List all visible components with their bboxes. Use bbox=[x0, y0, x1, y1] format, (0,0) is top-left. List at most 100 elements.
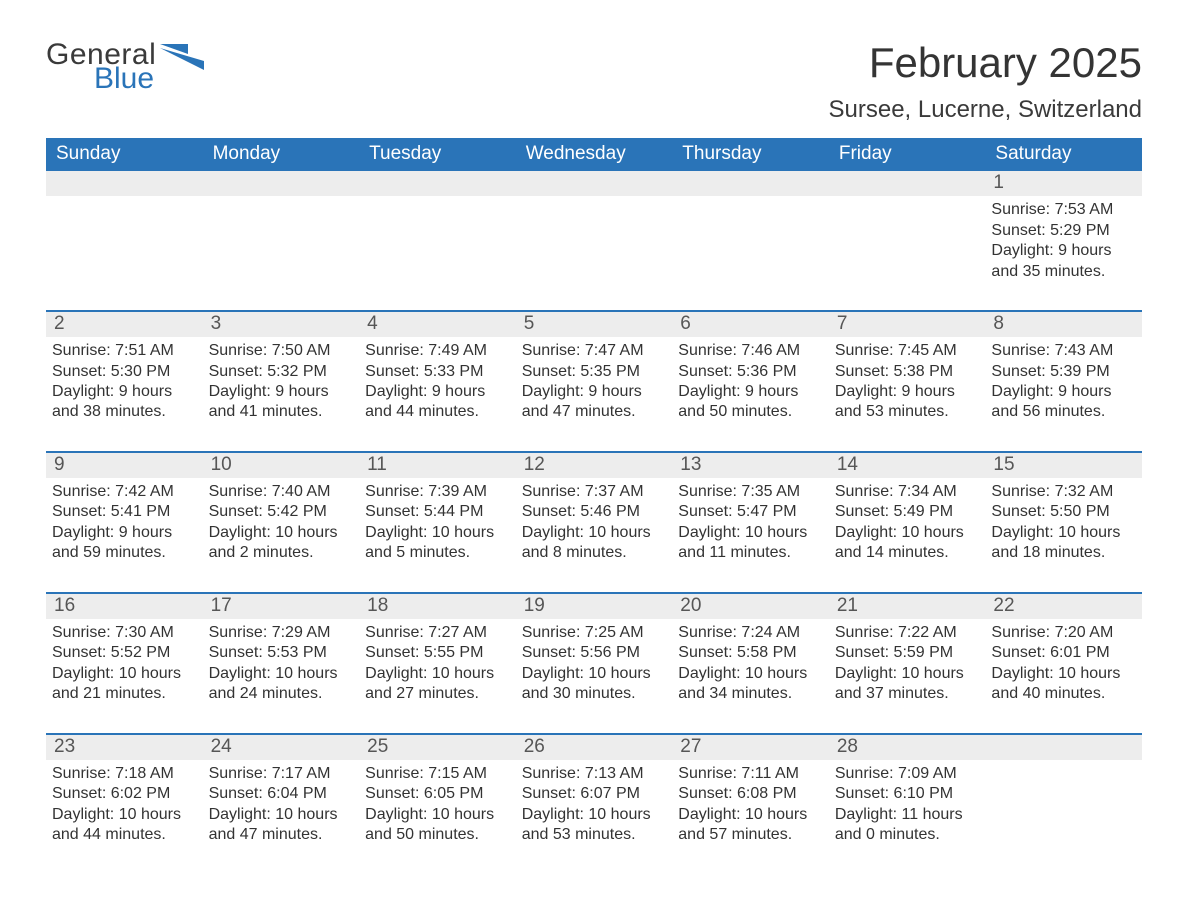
daylight-text: Daylight: 10 hours and 18 minutes. bbox=[991, 523, 1134, 564]
sunrise-text: Sunrise: 7:37 AM bbox=[522, 482, 665, 502]
month-title: February 2025 bbox=[829, 40, 1143, 86]
sunrise-text: Sunrise: 7:35 AM bbox=[678, 482, 821, 502]
daylight-text: Daylight: 9 hours and 59 minutes. bbox=[52, 523, 195, 564]
day-number: 25 bbox=[359, 735, 516, 760]
sunset-text: Sunset: 6:02 PM bbox=[52, 784, 195, 804]
day-cell: Sunrise: 7:39 AMSunset: 5:44 PMDaylight:… bbox=[359, 478, 516, 592]
day-number: 18 bbox=[359, 594, 516, 619]
day-cell bbox=[46, 196, 203, 310]
sunset-text: Sunset: 5:35 PM bbox=[522, 362, 665, 382]
col-sunday: Sunday bbox=[46, 138, 203, 171]
daylight-text: Daylight: 9 hours and 35 minutes. bbox=[991, 241, 1134, 282]
day-number-band: 16171819202122 bbox=[46, 594, 1142, 619]
sunset-text: Sunset: 5:36 PM bbox=[678, 362, 821, 382]
day-cell: Sunrise: 7:37 AMSunset: 5:46 PMDaylight:… bbox=[516, 478, 673, 592]
day-number: 9 bbox=[46, 453, 203, 478]
sunset-text: Sunset: 5:50 PM bbox=[991, 502, 1134, 522]
day-number bbox=[672, 171, 829, 196]
day-cell: Sunrise: 7:29 AMSunset: 5:53 PMDaylight:… bbox=[203, 619, 360, 733]
day-number: 17 bbox=[203, 594, 360, 619]
sunset-text: Sunset: 6:04 PM bbox=[209, 784, 352, 804]
week-row: 1Sunrise: 7:53 AMSunset: 5:29 PMDaylight… bbox=[46, 171, 1142, 310]
day-cell: Sunrise: 7:11 AMSunset: 6:08 PMDaylight:… bbox=[672, 760, 829, 874]
sunrise-text: Sunrise: 7:50 AM bbox=[209, 341, 352, 361]
daylight-text: Daylight: 10 hours and 44 minutes. bbox=[52, 805, 195, 846]
daylight-text: Daylight: 10 hours and 5 minutes. bbox=[365, 523, 508, 564]
day-cell: Sunrise: 7:25 AMSunset: 5:56 PMDaylight:… bbox=[516, 619, 673, 733]
sunset-text: Sunset: 5:33 PM bbox=[365, 362, 508, 382]
details-row: Sunrise: 7:42 AMSunset: 5:41 PMDaylight:… bbox=[46, 478, 1142, 592]
day-cell: Sunrise: 7:30 AMSunset: 5:52 PMDaylight:… bbox=[46, 619, 203, 733]
day-number: 13 bbox=[672, 453, 829, 478]
daylight-text: Daylight: 9 hours and 47 minutes. bbox=[522, 382, 665, 423]
sunset-text: Sunset: 6:01 PM bbox=[991, 643, 1134, 663]
col-thursday: Thursday bbox=[672, 138, 829, 171]
day-number: 14 bbox=[829, 453, 986, 478]
day-number: 21 bbox=[829, 594, 986, 619]
sunrise-text: Sunrise: 7:49 AM bbox=[365, 341, 508, 361]
logo-text: General Blue bbox=[46, 40, 156, 94]
sunrise-text: Sunrise: 7:39 AM bbox=[365, 482, 508, 502]
daylight-text: Daylight: 10 hours and 14 minutes. bbox=[835, 523, 978, 564]
sunset-text: Sunset: 5:47 PM bbox=[678, 502, 821, 522]
day-cell: Sunrise: 7:45 AMSunset: 5:38 PMDaylight:… bbox=[829, 337, 986, 451]
day-cell: Sunrise: 7:42 AMSunset: 5:41 PMDaylight:… bbox=[46, 478, 203, 592]
daylight-text: Daylight: 10 hours and 47 minutes. bbox=[209, 805, 352, 846]
day-cell: Sunrise: 7:32 AMSunset: 5:50 PMDaylight:… bbox=[985, 478, 1142, 592]
day-number: 6 bbox=[672, 312, 829, 337]
daylight-text: Daylight: 9 hours and 44 minutes. bbox=[365, 382, 508, 423]
sunset-text: Sunset: 5:41 PM bbox=[52, 502, 195, 522]
sunset-text: Sunset: 5:49 PM bbox=[835, 502, 978, 522]
daylight-text: Daylight: 10 hours and 8 minutes. bbox=[522, 523, 665, 564]
day-number: 24 bbox=[203, 735, 360, 760]
day-number bbox=[203, 171, 360, 196]
day-cell: Sunrise: 7:46 AMSunset: 5:36 PMDaylight:… bbox=[672, 337, 829, 451]
sunset-text: Sunset: 5:29 PM bbox=[991, 221, 1134, 241]
daylight-text: Daylight: 10 hours and 50 minutes. bbox=[365, 805, 508, 846]
sunrise-text: Sunrise: 7:11 AM bbox=[678, 764, 821, 784]
sunset-text: Sunset: 5:53 PM bbox=[209, 643, 352, 663]
sunrise-text: Sunrise: 7:43 AM bbox=[991, 341, 1134, 361]
sunrise-text: Sunrise: 7:32 AM bbox=[991, 482, 1134, 502]
day-number: 1 bbox=[985, 171, 1142, 196]
logo-word-blue: Blue bbox=[94, 64, 156, 94]
day-number-band: 1 bbox=[46, 171, 1142, 196]
sunset-text: Sunset: 6:05 PM bbox=[365, 784, 508, 804]
sunrise-text: Sunrise: 7:51 AM bbox=[52, 341, 195, 361]
sunset-text: Sunset: 6:08 PM bbox=[678, 784, 821, 804]
flag-icon bbox=[160, 44, 204, 70]
day-number-band: 9101112131415 bbox=[46, 453, 1142, 478]
day-number: 26 bbox=[516, 735, 673, 760]
daylight-text: Daylight: 9 hours and 38 minutes. bbox=[52, 382, 195, 423]
day-number-band: 232425262728 bbox=[46, 735, 1142, 760]
sunset-text: Sunset: 5:38 PM bbox=[835, 362, 978, 382]
day-cell: Sunrise: 7:34 AMSunset: 5:49 PMDaylight:… bbox=[829, 478, 986, 592]
day-number: 12 bbox=[516, 453, 673, 478]
sunset-text: Sunset: 5:55 PM bbox=[365, 643, 508, 663]
daylight-text: Daylight: 10 hours and 27 minutes. bbox=[365, 664, 508, 705]
sunrise-text: Sunrise: 7:46 AM bbox=[678, 341, 821, 361]
day-cell: Sunrise: 7:43 AMSunset: 5:39 PMDaylight:… bbox=[985, 337, 1142, 451]
sunrise-text: Sunrise: 7:47 AM bbox=[522, 341, 665, 361]
day-number: 11 bbox=[359, 453, 516, 478]
day-number: 16 bbox=[46, 594, 203, 619]
week-row: 16171819202122Sunrise: 7:30 AMSunset: 5:… bbox=[46, 592, 1142, 733]
header-row: General Blue February 2025 Sursee, Lucer… bbox=[46, 40, 1142, 124]
day-number: 3 bbox=[203, 312, 360, 337]
day-number bbox=[985, 735, 1142, 760]
daylight-text: Daylight: 10 hours and 40 minutes. bbox=[991, 664, 1134, 705]
sunrise-text: Sunrise: 7:27 AM bbox=[365, 623, 508, 643]
sunset-text: Sunset: 5:59 PM bbox=[835, 643, 978, 663]
col-friday: Friday bbox=[829, 138, 986, 171]
daylight-text: Daylight: 10 hours and 37 minutes. bbox=[835, 664, 978, 705]
day-number: 19 bbox=[516, 594, 673, 619]
day-number bbox=[516, 171, 673, 196]
weeks-container: 1Sunrise: 7:53 AMSunset: 5:29 PMDaylight… bbox=[46, 171, 1142, 873]
day-cell bbox=[672, 196, 829, 310]
sunrise-text: Sunrise: 7:25 AM bbox=[522, 623, 665, 643]
sunrise-text: Sunrise: 7:42 AM bbox=[52, 482, 195, 502]
daylight-text: Daylight: 9 hours and 53 minutes. bbox=[835, 382, 978, 423]
sunrise-text: Sunrise: 7:34 AM bbox=[835, 482, 978, 502]
sunrise-text: Sunrise: 7:09 AM bbox=[835, 764, 978, 784]
day-cell: Sunrise: 7:35 AMSunset: 5:47 PMDaylight:… bbox=[672, 478, 829, 592]
